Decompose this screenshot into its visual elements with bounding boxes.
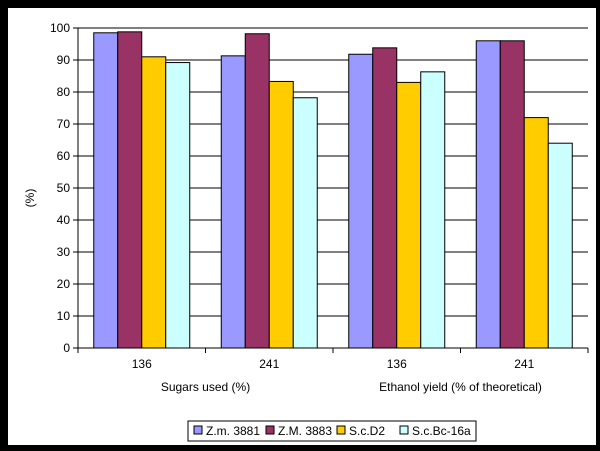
y-tick-label: 10 xyxy=(57,309,71,323)
legend-label: S.c.D2 xyxy=(349,424,385,438)
x-group-label: Ethanol yield (% of theoretical) xyxy=(379,380,542,394)
bar xyxy=(523,117,549,349)
bar xyxy=(244,33,270,349)
bar xyxy=(420,71,446,349)
legend-label: S.c.Bc-16a xyxy=(412,424,471,438)
legend-label: Z.m. 3881 xyxy=(206,424,260,438)
y-tick-label: 100 xyxy=(50,21,70,35)
y-tick-label: 90 xyxy=(57,53,71,67)
x-group-label: Sugars used (%) xyxy=(161,380,250,394)
tick-labels: 0 10 20 30 40 50 60 70 80 90 100 136 241 136 241 Sugars… xyxy=(50,21,542,394)
x-tick-label: 241 xyxy=(514,357,534,371)
legend-swatch xyxy=(336,425,346,435)
y-tick-label: 60 xyxy=(57,149,71,163)
legend-swatch xyxy=(265,425,275,435)
bar xyxy=(547,142,573,349)
bar xyxy=(372,47,398,349)
bar xyxy=(93,32,119,349)
y-axis-label: (%) xyxy=(23,189,37,208)
y-tick-label: 0 xyxy=(63,341,70,355)
bar xyxy=(117,31,143,349)
bar xyxy=(348,53,374,349)
legend-swatch xyxy=(399,425,409,435)
y-tick-label: 80 xyxy=(57,85,71,99)
bars xyxy=(93,31,573,349)
bar xyxy=(165,62,191,349)
x-tick-label: 136 xyxy=(132,357,152,371)
y-tick-label: 50 xyxy=(57,181,71,195)
y-tick-label: 20 xyxy=(57,277,71,291)
bar xyxy=(220,55,246,349)
bar xyxy=(475,40,501,349)
legend: Z.m. 3881 Z.M. 3883 S.c.D2 S.c.Bc-16a xyxy=(187,420,477,442)
y-tick-label: 70 xyxy=(57,117,71,131)
x-tick-label: 136 xyxy=(387,357,407,371)
bar xyxy=(499,40,525,349)
bar xyxy=(268,80,294,349)
bar xyxy=(141,56,167,349)
x-tick-label: 241 xyxy=(259,357,279,371)
legend-swatch xyxy=(193,425,203,435)
y-tick-label: 40 xyxy=(57,213,71,227)
bar xyxy=(396,81,422,349)
y-tick-label: 30 xyxy=(57,245,71,259)
bar xyxy=(292,97,318,349)
axes xyxy=(73,27,589,353)
legend-label: Z.M. 3883 xyxy=(278,424,332,438)
